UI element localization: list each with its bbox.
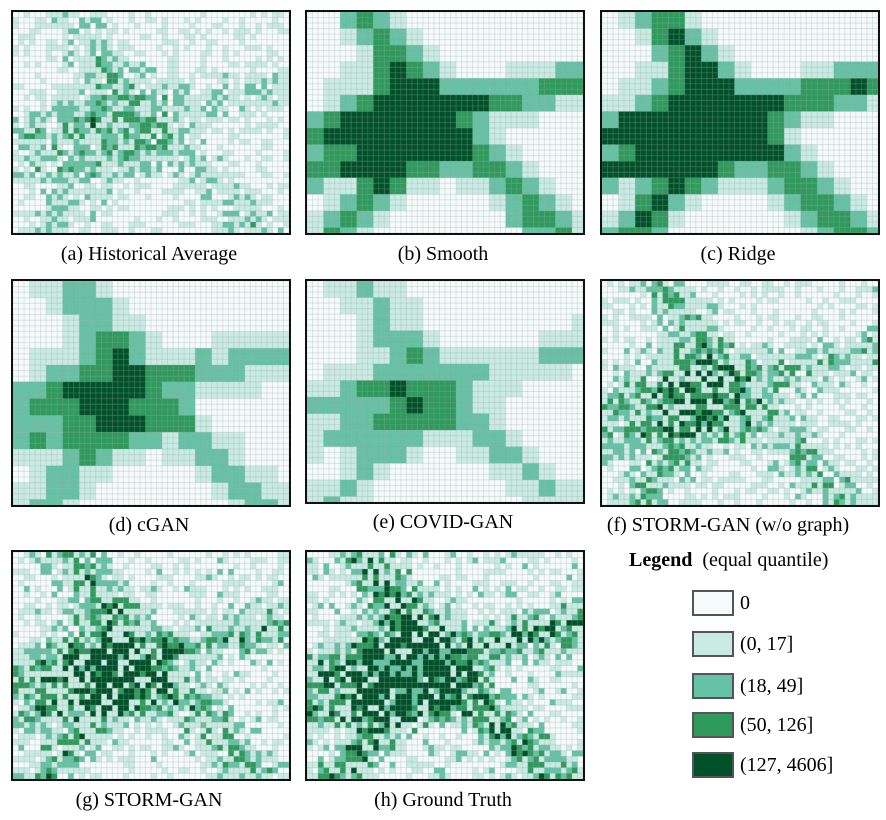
map-grid-storm-gan-wo-graph — [600, 279, 880, 507]
legend-swatch-3 — [692, 712, 734, 738]
map-panel-e — [305, 279, 585, 504]
caption-b: (b) Smooth — [397, 243, 489, 265]
caption-e: (e) COVID-GAN — [372, 511, 514, 533]
map-panel-c — [600, 10, 880, 235]
legend-label-2: (18, 49] — [740, 674, 804, 697]
caption-g: (g) STORM-GAN — [75, 789, 223, 811]
legend-item-2: (18, 49] — [692, 671, 803, 701]
legend-label-0: 0 — [740, 591, 750, 614]
legend-item-1: (0, 17] — [692, 629, 793, 659]
legend-title: Legend — [629, 549, 693, 571]
map-grid-historical-average — [11, 10, 291, 235]
legend-swatch-1 — [692, 631, 734, 657]
legend-swatch-4 — [692, 752, 734, 778]
caption-f: (f) STORM-GAN (w/o graph) — [606, 514, 850, 536]
legend-item-0: 0 — [692, 588, 750, 618]
map-panel-b — [305, 10, 585, 235]
map-grid-covid-gan — [305, 279, 585, 504]
map-panel-g — [11, 550, 291, 781]
legend-swatch-0 — [692, 590, 734, 616]
map-grid-storm-gan — [11, 550, 291, 781]
legend-item-4: (127, 4606] — [692, 750, 833, 780]
map-panel-h — [305, 550, 585, 781]
map-panel-f — [600, 279, 880, 507]
caption-c: (c) Ridge — [700, 243, 776, 265]
map-panel-d — [11, 279, 291, 507]
legend-item-3: (50, 126] — [692, 710, 813, 740]
caption-d: (d) cGAN — [108, 514, 190, 536]
legend-label-3: (50, 126] — [740, 713, 814, 736]
legend-subtitle: (equal quantile) — [702, 549, 829, 571]
map-panel-a — [11, 10, 291, 235]
legend-label-4: (127, 4606] — [740, 753, 834, 776]
legend-label-1: (0, 17] — [740, 632, 794, 655]
legend-title-row: Legend (equal quantile) — [629, 549, 828, 572]
caption-h: (h) Ground Truth — [374, 789, 512, 811]
caption-a: (a) Historical Average — [60, 243, 238, 265]
map-grid-ridge — [600, 10, 880, 235]
legend-swatch-2 — [692, 673, 734, 699]
map-grid-cgan — [11, 279, 291, 507]
map-grid-ground-truth — [305, 550, 585, 781]
map-grid-smooth — [305, 10, 585, 235]
